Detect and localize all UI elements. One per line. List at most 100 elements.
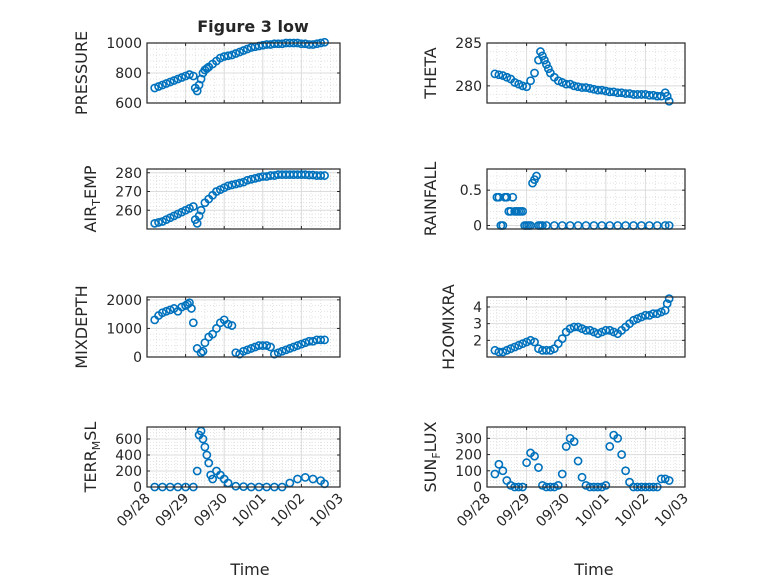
x-tick-label: 10/03 bbox=[652, 491, 692, 531]
data-point bbox=[605, 325, 615, 335]
data-point bbox=[581, 325, 591, 335]
data-point bbox=[597, 85, 607, 95]
y-tick-label: 800 bbox=[115, 66, 142, 82]
data-point bbox=[188, 202, 198, 211]
figure-title: Figure 3 low bbox=[197, 17, 309, 36]
data-point bbox=[569, 437, 579, 446]
major-grid bbox=[487, 427, 685, 487]
data-point bbox=[617, 450, 627, 459]
y-tick-label: 0.5 bbox=[460, 183, 482, 199]
data-point bbox=[585, 325, 595, 335]
data-point bbox=[494, 70, 504, 80]
data-point bbox=[569, 322, 579, 332]
data-point bbox=[625, 89, 634, 98]
data-point bbox=[158, 308, 167, 318]
data-point bbox=[593, 329, 603, 339]
data-point bbox=[188, 71, 198, 81]
data-series bbox=[490, 47, 674, 106]
data-point bbox=[637, 90, 646, 99]
data-point bbox=[316, 335, 326, 345]
data-point bbox=[597, 327, 607, 337]
y-tick-label: 3 bbox=[473, 317, 482, 333]
data-point bbox=[293, 341, 302, 350]
data-point bbox=[561, 442, 571, 451]
data-point bbox=[242, 345, 252, 355]
y-tick-label: 270 bbox=[115, 185, 142, 201]
data-point bbox=[194, 211, 204, 221]
data-point bbox=[320, 171, 329, 180]
y-tick-label: 2 bbox=[473, 333, 482, 349]
data-point bbox=[581, 480, 591, 490]
data-series bbox=[490, 294, 674, 357]
data-point bbox=[285, 344, 295, 353]
data-point bbox=[581, 83, 591, 92]
y-tick-label: 600 bbox=[115, 96, 142, 112]
major-grid bbox=[487, 169, 685, 229]
data-point bbox=[320, 335, 329, 345]
data-point bbox=[656, 474, 666, 484]
data-point bbox=[506, 480, 516, 490]
data-point bbox=[200, 442, 210, 452]
data-point bbox=[198, 434, 208, 444]
y-axis-label: H2OMIXRA bbox=[439, 284, 458, 370]
data-point bbox=[621, 466, 630, 476]
data-point bbox=[557, 469, 567, 479]
data-point bbox=[518, 206, 528, 216]
x-axis-label-right: Time bbox=[573, 560, 613, 579]
data-point bbox=[617, 88, 627, 98]
data-series bbox=[150, 170, 329, 228]
data-point bbox=[196, 348, 206, 358]
data-point bbox=[641, 310, 650, 320]
axes-frame bbox=[146, 42, 341, 104]
data-point bbox=[506, 344, 516, 354]
data-point bbox=[577, 472, 587, 482]
x-tick-label: 09/30 bbox=[533, 491, 573, 531]
data-point bbox=[660, 474, 670, 484]
y-tick-label: 280 bbox=[115, 166, 142, 182]
data-point bbox=[637, 312, 646, 322]
y-axis-label: MIXDEPTH bbox=[72, 285, 91, 368]
panel-h2omixra: 234 H2OMIXRA bbox=[439, 284, 686, 370]
data-point bbox=[609, 87, 619, 97]
data-point bbox=[545, 345, 555, 355]
data-point bbox=[223, 319, 233, 329]
data-point bbox=[300, 472, 310, 482]
axes-frame bbox=[146, 426, 341, 488]
data-point bbox=[273, 348, 283, 358]
axes-frame bbox=[486, 426, 686, 488]
data-point bbox=[577, 83, 587, 92]
data-series bbox=[150, 298, 329, 359]
data-point bbox=[502, 192, 512, 202]
panel-rainfall: 0 0.5 RAINFALL bbox=[421, 162, 686, 236]
panel-air-temp: 260 270 280 AIRTEMP bbox=[81, 165, 341, 233]
y-tick-label: 280 bbox=[455, 79, 482, 95]
axes-frame bbox=[146, 168, 341, 230]
data-point bbox=[502, 345, 512, 355]
data-point bbox=[561, 79, 571, 89]
data-point bbox=[266, 342, 275, 352]
data-point bbox=[662, 91, 672, 101]
data-point bbox=[281, 345, 291, 355]
data-point bbox=[644, 310, 654, 320]
data-point bbox=[494, 347, 504, 357]
data-point bbox=[490, 345, 500, 355]
data-point bbox=[202, 64, 212, 73]
axes-frame bbox=[486, 168, 686, 230]
data-point bbox=[200, 338, 210, 348]
data-point bbox=[518, 81, 528, 91]
x-tick-label: 10/03 bbox=[307, 491, 347, 531]
data-point bbox=[490, 69, 500, 79]
y-tick-label: 0 bbox=[133, 350, 142, 366]
data-point bbox=[242, 175, 252, 185]
data-point bbox=[543, 64, 553, 74]
y-tick-label: 285 bbox=[455, 36, 482, 52]
data-point bbox=[601, 325, 611, 335]
data-point bbox=[532, 171, 541, 181]
data-point bbox=[498, 347, 508, 357]
data-point bbox=[530, 337, 539, 347]
x-tick-label: 09/28 bbox=[114, 491, 154, 531]
data-point bbox=[577, 324, 587, 334]
data-point bbox=[538, 51, 547, 61]
data-point bbox=[605, 442, 615, 451]
